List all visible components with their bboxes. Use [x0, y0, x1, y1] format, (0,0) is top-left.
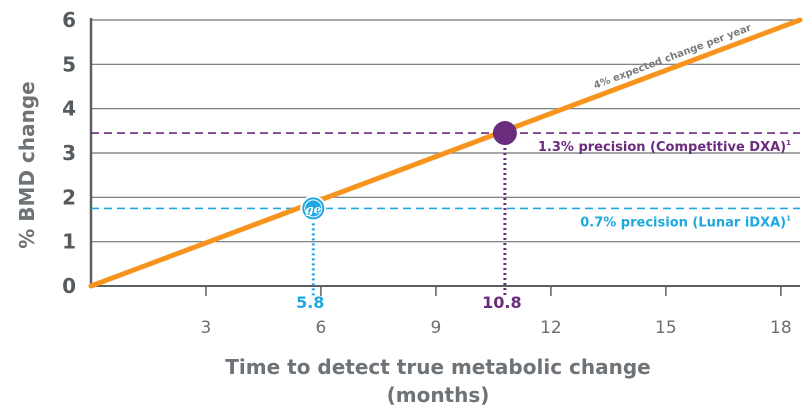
x-tick-label-3: 3 — [201, 318, 212, 338]
x-tick-label-6: 6 — [316, 318, 327, 338]
y-tick-label-6: 6 — [62, 8, 76, 32]
y-tick-label-2: 2 — [62, 185, 76, 209]
trend-line-group — [88, 17, 803, 289]
x-tick-label-9: 9 — [431, 318, 442, 338]
intersection-label-competitive: 10.8 — [482, 293, 521, 312]
reference-lines — [91, 132, 800, 298]
x-tick-label-15: 15 — [655, 318, 677, 338]
ge-logo-icon: ge — [300, 195, 327, 222]
competitive-dxa-marker — [492, 121, 517, 146]
x-tick-label-12: 12 — [540, 318, 562, 338]
axes — [89, 18, 800, 296]
y-tick-label-0: 0 — [62, 274, 76, 298]
reference-footnote-competitive: 1 — [786, 139, 791, 147]
ge-logo-monogram: ge — [305, 202, 321, 216]
y-tick-label-1: 1 — [62, 230, 76, 254]
trend-line — [88, 17, 803, 289]
x-tick-label-18: 18 — [770, 318, 792, 338]
x-axis-title-line2: (months) — [387, 383, 490, 407]
y-tick-label-4: 4 — [62, 97, 76, 121]
trend-line-label: 4% expected change per year — [592, 23, 753, 92]
intersection-label-lunar: 5.8 — [296, 293, 324, 312]
y-tick-label-3: 3 — [62, 141, 76, 165]
reference-label-competitive: 1.3% precision (Competitive DXA)1 — [538, 139, 791, 155]
reference-label-lunar: 0.7% precision (Lunar iDXA)1 — [580, 214, 791, 230]
y-tick-label-5: 5 — [62, 52, 76, 76]
markers: ge — [300, 121, 517, 222]
x-axis-title-line1: Time to detect true metabolic change — [225, 355, 650, 379]
reference-footnote-lunar: 1 — [786, 214, 791, 222]
y-axis-title: % BMD change — [15, 81, 39, 248]
ge-logo-ring — [304, 199, 323, 218]
